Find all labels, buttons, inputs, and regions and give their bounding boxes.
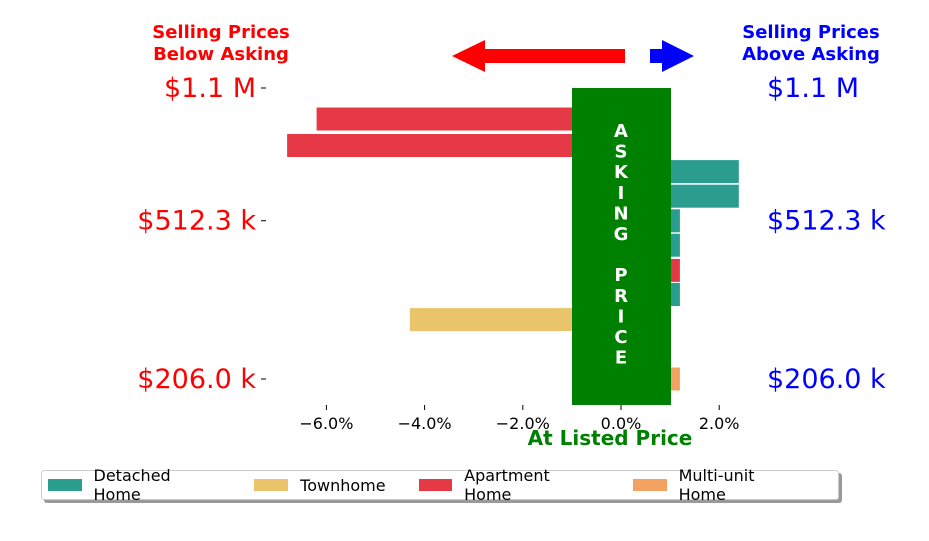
band-letter: G	[614, 224, 629, 245]
above-arrow-icon	[650, 40, 694, 72]
band-letter: C	[614, 327, 627, 348]
legend-swatch	[418, 479, 453, 491]
band-letter: S	[615, 142, 628, 163]
x-axis-ticks: −6.0% −4.0% −2.0% 0.0% 2.0%	[299, 405, 740, 433]
band-letter: N	[613, 203, 628, 224]
header-above-line1: Selling Prices	[742, 22, 879, 43]
price-labels: $1.1 M $1.1 M $512.3 k $512.3 k $206.0 k $206…	[137, 73, 886, 395]
band-letter: R	[614, 286, 628, 307]
legend-label: Townhome	[300, 475, 386, 495]
asking-price-band	[572, 88, 671, 405]
bar-apartment-home-0	[316, 107, 621, 131]
legend-item-apartment-home: Apartment Home	[418, 466, 600, 504]
band-letter: A	[614, 121, 628, 142]
band-letter: I	[618, 306, 625, 327]
x-tick-label: 2.0%	[699, 414, 740, 433]
price-label-left: $512.3 k	[137, 206, 256, 237]
x-tick-label: 0.0%	[601, 414, 642, 433]
legend-label: Multi-unit Home	[678, 466, 755, 504]
header-below-line2: Below Asking	[153, 44, 289, 65]
x-tick-label: −4.0%	[398, 414, 452, 433]
x-tick-label: −6.0%	[299, 414, 353, 433]
legend-item-townhome: Townhome	[254, 475, 386, 495]
x-tick-label: −2.0%	[496, 414, 550, 433]
bars-group	[287, 107, 739, 391]
band-letter: I	[618, 183, 625, 204]
band-letter: K	[614, 162, 629, 183]
bar-apartment-home-1	[287, 134, 621, 157]
header-below-line1: Selling Prices	[152, 22, 289, 43]
price-label-left: $206.0 k	[137, 364, 256, 395]
legend-item-detached-home: Detached Home	[48, 466, 221, 504]
legend-label: Apartment Home	[464, 466, 550, 504]
bar-townhome-8	[409, 308, 621, 332]
price-label-left: $1.1 M	[164, 73, 256, 104]
legend-swatch	[254, 479, 289, 491]
x-axis-label: At Listed Price	[528, 426, 693, 450]
band-letter: P	[614, 265, 627, 286]
legend-swatch	[48, 479, 82, 491]
header-above-line2: Above Asking	[742, 44, 880, 65]
band-letter: E	[615, 348, 627, 369]
legend-label: Detached Home	[93, 466, 171, 504]
legend-item-multi-unit-home: Multi-unit Home	[633, 466, 805, 504]
below-arrow-icon	[452, 40, 625, 72]
price-label-right: $206.0 k	[767, 364, 886, 395]
price-label-right: $1.1 M	[767, 73, 859, 104]
legend-swatch	[633, 479, 667, 491]
legend: Detached Home Townhome Apartment Home Multi…	[41, 466, 839, 504]
price-label-right: $512.3 k	[767, 206, 886, 237]
